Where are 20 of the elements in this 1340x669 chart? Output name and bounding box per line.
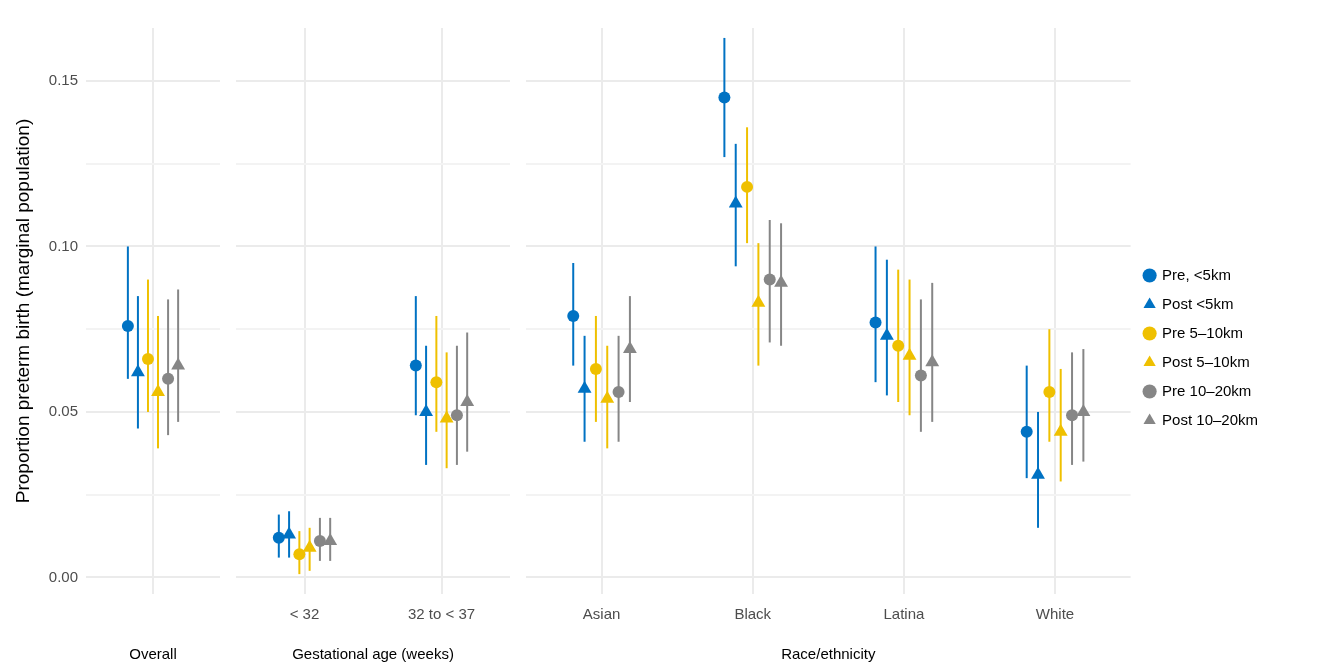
- x-axis-title: Gestational age (weeks): [292, 645, 454, 663]
- legend-label: Post 10–20km: [1162, 410, 1258, 428]
- y-tick-label: 0.00: [48, 567, 78, 585]
- x-tick-label: White: [1035, 605, 1075, 623]
- y-axis-title: Proportion preterm birth (marginal population): [11, 118, 33, 504]
- x-axis-title: Overall: [129, 645, 177, 663]
- x-tick-label: < 32: [289, 605, 320, 623]
- x-tick-label: Asian: [582, 605, 621, 623]
- legend-label: Pre 10–20km: [1162, 381, 1252, 399]
- y-tick-label: 0.05: [48, 402, 78, 420]
- legend-label: Post <5km: [1162, 294, 1234, 312]
- legend-label: Post 5–10km: [1162, 352, 1250, 370]
- x-tick-label: 32 to < 37: [407, 605, 476, 623]
- x-axis-title: Race/ethnicity: [781, 645, 876, 663]
- x-tick-label: Black: [734, 605, 772, 623]
- y-tick-label: 0.15: [48, 71, 78, 89]
- y-tick-label: 0.10: [48, 236, 78, 254]
- x-tick-label: Latina: [883, 605, 925, 623]
- legend-label: Pre 5–10km: [1162, 323, 1243, 341]
- legend-label: Pre, <5km: [1162, 265, 1231, 283]
